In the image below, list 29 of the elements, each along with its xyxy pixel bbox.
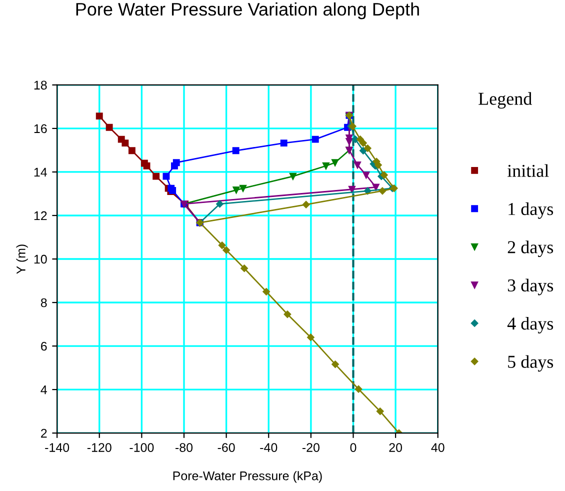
x-axis-title: Pore-Water Pressure (kPa) [173,471,322,483]
x-tick-label: -60 [218,443,235,452]
x-tick-label: 20 [389,443,402,452]
legend-label: 1 days [508,202,554,219]
y-tick-label: 12 [34,211,47,220]
legend-label: initial [507,164,549,177]
y-tick-label: 16 [34,124,47,134]
legend-label: 4 days [507,317,554,334]
y-tick-label: 4 [40,385,47,394]
legend-label: 5 days [508,355,554,372]
y-tick-label: 18 [34,80,47,90]
x-tick-label: -100 [130,443,154,452]
legend-label: 3 days [508,278,554,296]
legend-title: Legend [478,92,532,109]
y-tick-label: 8 [40,298,47,308]
chart-title: Pore Water Pressure Variation along Depth [76,2,419,20]
x-tick-label: 0 [350,443,356,452]
y-tick-label: 10 [34,254,47,264]
x-tick-label: -120 [87,443,112,452]
y-axis-title: Y (m) [16,244,28,274]
y-tick-label: 6 [41,342,47,351]
x-tick-label: -20 [302,443,320,452]
x-tick-label: -40 [260,443,278,452]
x-tick-label: 40 [431,443,444,452]
x-tick-label: -80 [176,443,193,452]
y-tick-label: 14 [34,168,47,176]
x-tick-label: -140 [45,443,70,452]
legend-label: 2 days [508,240,554,258]
y-tick-label: 2 [41,428,47,438]
